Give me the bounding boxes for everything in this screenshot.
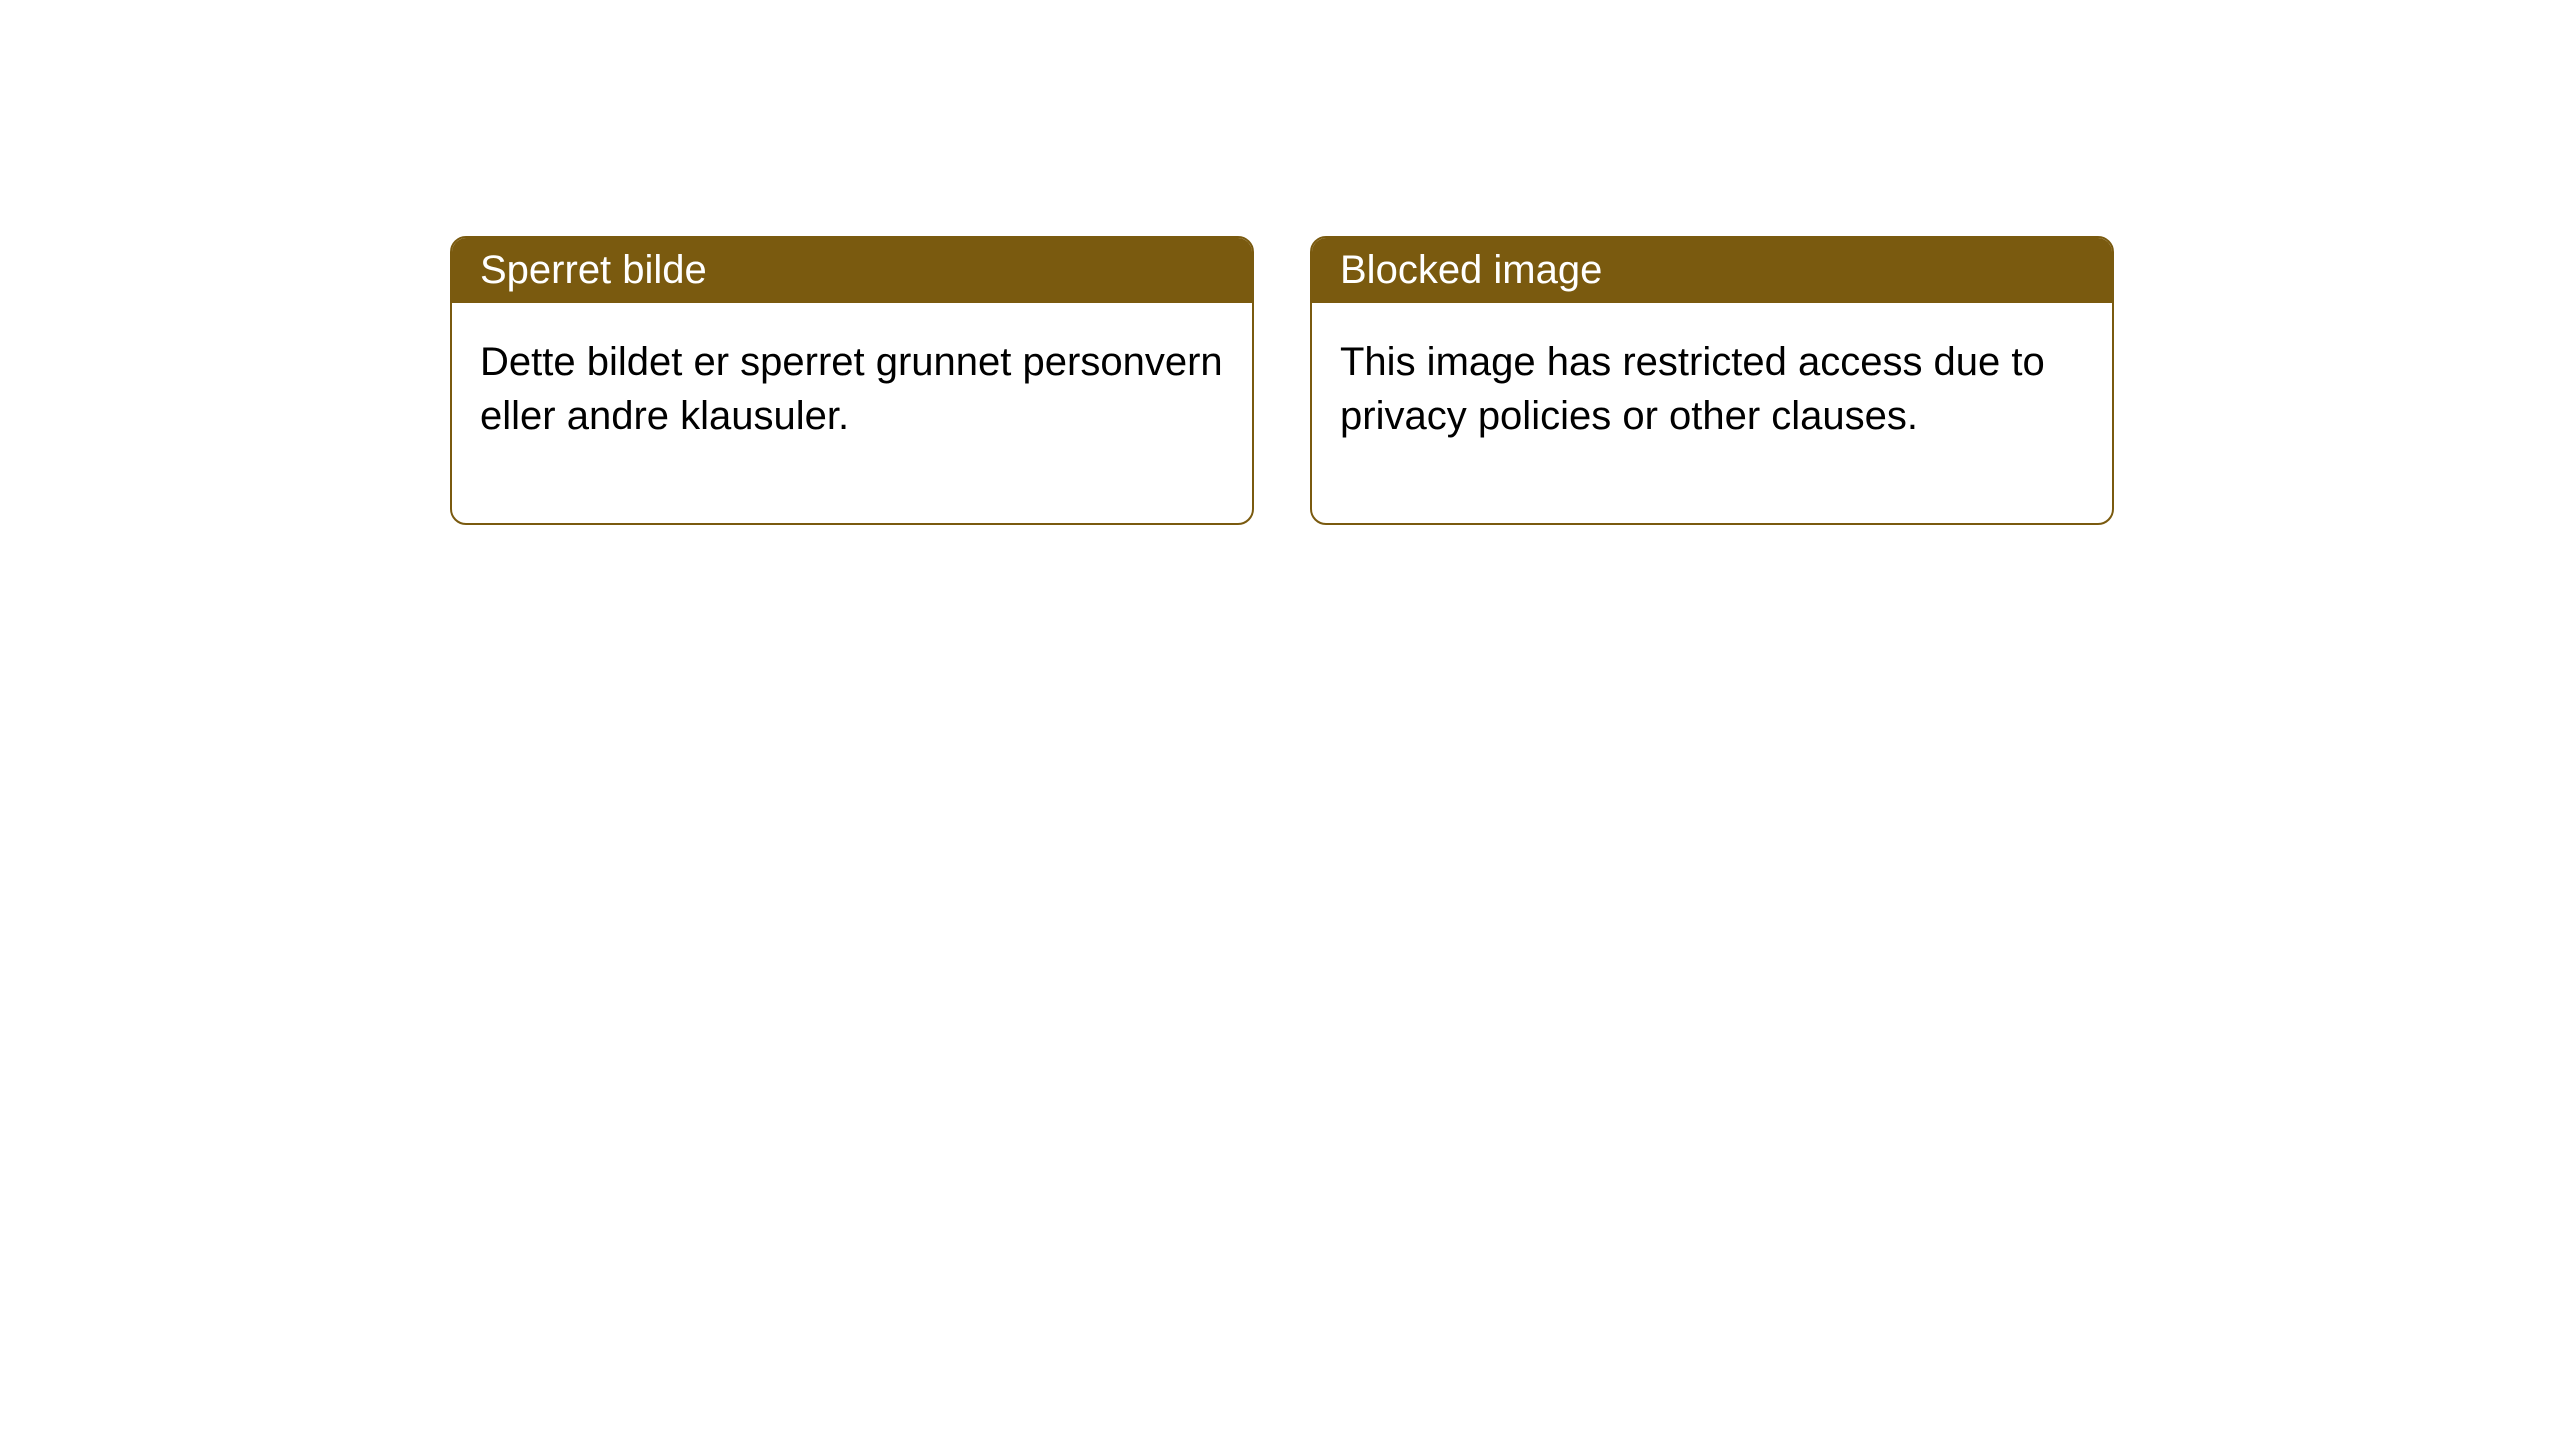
notice-cards-container: Sperret bilde Dette bildet er sperret gr… bbox=[450, 236, 2114, 525]
card-body: This image has restricted access due to … bbox=[1312, 303, 2112, 523]
card-title: Sperret bilde bbox=[452, 238, 1252, 303]
card-title: Blocked image bbox=[1312, 238, 2112, 303]
notice-card-norwegian: Sperret bilde Dette bildet er sperret gr… bbox=[450, 236, 1254, 525]
card-body: Dette bildet er sperret grunnet personve… bbox=[452, 303, 1252, 523]
notice-card-english: Blocked image This image has restricted … bbox=[1310, 236, 2114, 525]
